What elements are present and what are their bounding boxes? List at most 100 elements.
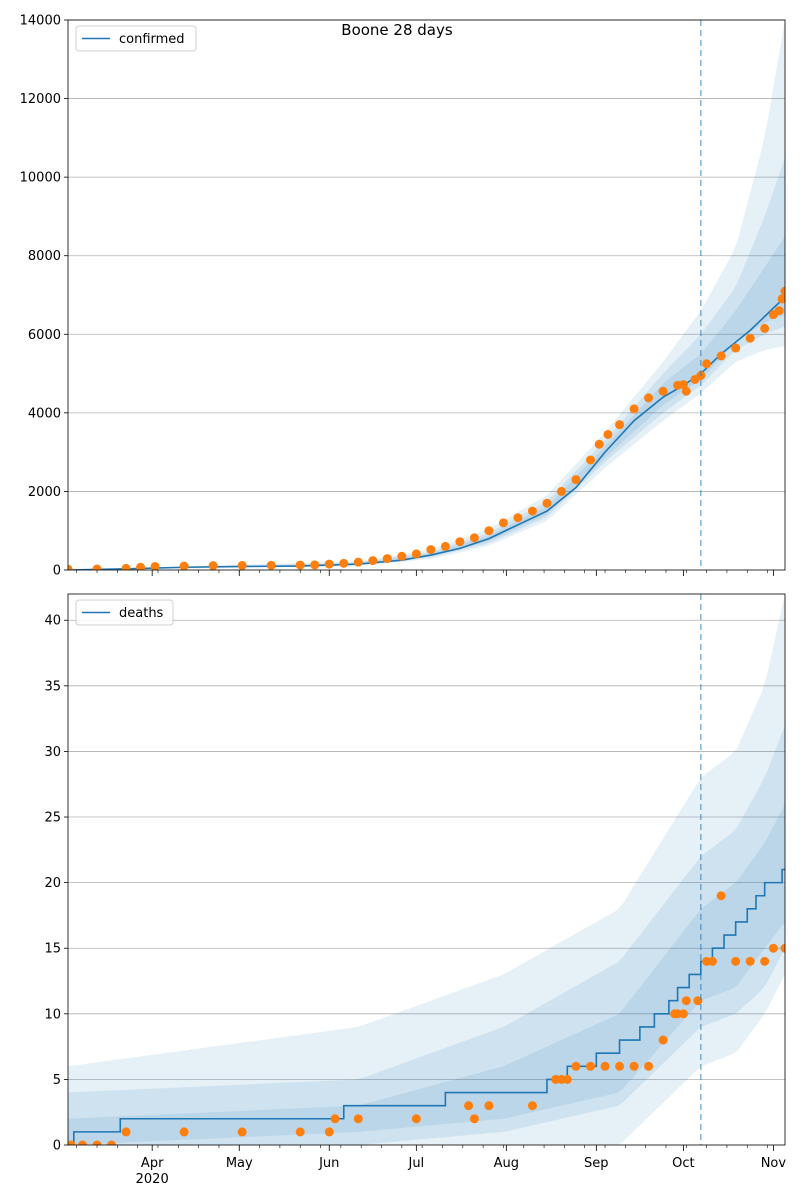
observed-point [513,513,523,523]
observed-point [330,1114,340,1124]
observed-point [586,1061,596,1071]
observed-point [411,1114,421,1124]
observed-point [760,956,770,966]
x-tick-label: Jun [318,1156,339,1171]
observed-point [237,1127,247,1137]
observed-point [92,564,102,570]
model-line [68,868,785,1145]
observed-point [469,1114,479,1124]
observed-point [179,561,189,570]
observed-point [266,560,276,570]
observed-point [571,475,581,485]
y-tick-label: 12000 [20,92,61,107]
observed-point [368,556,378,566]
observed-point [681,386,691,396]
legend: confirmed [75,25,197,52]
legend-box [75,599,174,626]
observed-point [780,943,785,953]
observed-point [469,533,479,543]
y-tick-label: 10 [44,1007,61,1022]
axes-frame [67,593,786,1146]
x-tick-label: Jul [407,1156,424,1171]
x-tick-label: Oct [672,1156,694,1171]
observed-point [644,1061,654,1071]
observed-point [382,554,392,564]
y-tick-label: 14000 [20,14,61,29]
x-tick-label: Aug [494,1156,519,1171]
observed-point [731,956,741,966]
y-tick-label: 6000 [28,328,61,343]
observed-point [745,956,755,966]
y-tick-label: 15 [44,942,61,957]
observed-point [716,891,726,901]
observed-point [484,526,494,536]
observed-point [310,560,320,570]
observed-point [78,1140,88,1145]
figure-title: Boone 28 days [341,21,453,39]
observed-point [600,1061,610,1071]
observed-point [121,563,131,570]
observed-point [745,333,755,343]
observed-point [92,1140,102,1145]
y-tick-label: 35 [44,679,61,694]
y-tick-label: 30 [44,745,61,760]
observed-point [731,343,741,353]
x-tick-label: Apr [141,1156,164,1171]
uncertainty-band [68,725,785,1145]
observed-point [68,564,73,570]
observed-point [678,1009,688,1019]
y-tick-label: 10000 [20,171,61,186]
axes-frame [67,19,786,571]
legend-label: deaths [119,606,164,621]
y-tick-label: 0 [53,1139,61,1154]
observed-point [527,1101,537,1111]
x-tick-sublabel: 2020 [136,1172,169,1187]
observed-point [464,1101,474,1111]
observed-point [136,562,146,570]
plot-area [68,594,785,1145]
plot-area [68,20,785,570]
observed-point [121,1127,131,1137]
observed-point [339,558,349,568]
observed-point [324,559,334,569]
observed-point [562,1074,572,1084]
observed-point [455,537,465,547]
observed-point [426,545,436,555]
observed-point [702,359,712,369]
x-tick-label: Sep [584,1156,609,1171]
observed-point [411,549,421,559]
observed-point [324,1127,334,1137]
y-tick-label: 20 [44,876,61,891]
observed-point [353,1114,363,1124]
observed-point [780,286,785,296]
observed-point [629,404,639,414]
y-tick-label: 2000 [28,485,61,500]
observed-point [542,498,552,508]
observed-point [571,1061,581,1071]
y-tick-label: 8000 [28,249,61,264]
observed-point [629,1061,639,1071]
observed-point [237,560,247,570]
observed-point [107,1140,117,1145]
observed-point [615,420,625,430]
observed-point [150,561,160,570]
observed-point [295,1127,305,1137]
observed-point [707,956,717,966]
x-tick-label: May [226,1156,253,1171]
observed-point [777,294,785,304]
observed-point [179,1127,189,1137]
observed-point [353,557,363,567]
y-tick-label: 4000 [28,406,61,421]
observed-point [615,1061,625,1071]
y-tick-label: 5 [53,1073,61,1088]
legend: deaths [75,599,174,626]
observed-point [556,486,566,496]
observed-point [484,1101,494,1111]
observed-point [603,429,613,439]
observed-point [498,518,508,528]
legend-label: confirmed [119,32,185,47]
observed-point [774,306,784,316]
x-tick-label: Nov [761,1156,787,1171]
